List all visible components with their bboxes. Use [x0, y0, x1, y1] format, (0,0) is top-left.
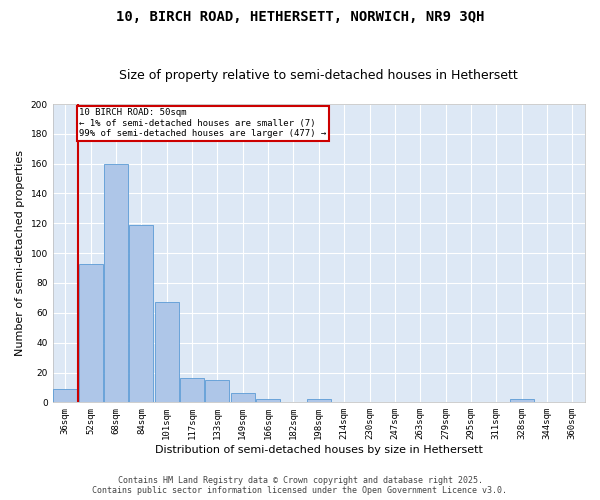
Bar	[509, 400, 533, 402]
Bar	[130, 225, 154, 402]
Bar	[104, 164, 128, 402]
Y-axis label: Number of semi-detached properties: Number of semi-detached properties	[15, 150, 25, 356]
Bar	[180, 378, 204, 402]
Bar	[307, 400, 331, 402]
Text: 10 BIRCH ROAD: 50sqm
← 1% of semi-detached houses are smaller (7)
99% of semi-de: 10 BIRCH ROAD: 50sqm ← 1% of semi-detach…	[79, 108, 326, 138]
Bar	[256, 400, 280, 402]
Bar	[205, 380, 229, 402]
X-axis label: Distribution of semi-detached houses by size in Hethersett: Distribution of semi-detached houses by …	[155, 445, 483, 455]
Bar	[53, 389, 77, 402]
Title: Size of property relative to semi-detached houses in Hethersett: Size of property relative to semi-detach…	[119, 69, 518, 82]
Bar	[79, 264, 103, 402]
Text: 10, BIRCH ROAD, HETHERSETT, NORWICH, NR9 3QH: 10, BIRCH ROAD, HETHERSETT, NORWICH, NR9…	[116, 10, 484, 24]
Text: Contains HM Land Registry data © Crown copyright and database right 2025.
Contai: Contains HM Land Registry data © Crown c…	[92, 476, 508, 495]
Bar	[231, 394, 255, 402]
Bar	[155, 302, 179, 402]
